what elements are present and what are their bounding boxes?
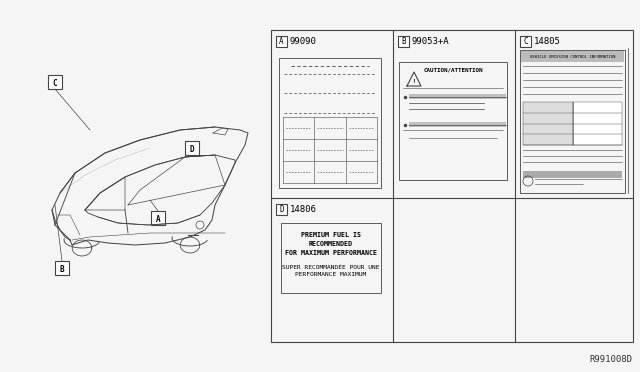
Bar [151, 211, 165, 225]
Text: A: A [156, 215, 160, 224]
Text: C: C [523, 37, 528, 46]
Bar [520, 36, 531, 47]
Bar [520, 50, 625, 193]
Bar [523, 102, 573, 145]
Text: 14806: 14806 [290, 205, 317, 214]
Bar [409, 122, 506, 127]
Bar [573, 102, 622, 145]
Text: 99053+A: 99053+A [412, 37, 450, 46]
Text: FOR MAXIMUM PERFORMANCE: FOR MAXIMUM PERFORMANCE [285, 250, 377, 256]
Bar [409, 94, 506, 99]
Text: CAUTION/ATTENTION: CAUTION/ATTENTION [424, 67, 483, 72]
Bar [279, 58, 381, 188]
Bar [281, 223, 381, 293]
Text: B: B [401, 37, 406, 46]
Text: 99090: 99090 [290, 37, 317, 46]
Bar [48, 75, 62, 89]
Bar [523, 171, 622, 178]
Bar [399, 62, 507, 180]
Text: 14805: 14805 [534, 37, 561, 46]
Text: D: D [279, 205, 284, 214]
Bar [55, 261, 69, 275]
Bar [271, 30, 633, 342]
Text: !: ! [413, 78, 415, 83]
Bar [521, 51, 624, 62]
Bar [398, 36, 409, 47]
Text: R991008D: R991008D [589, 355, 632, 364]
Text: SUPER RECOMMANDÉE POUR UNE: SUPER RECOMMANDÉE POUR UNE [282, 264, 380, 270]
Text: C: C [52, 78, 58, 87]
Bar [185, 141, 199, 155]
Text: PREMIUM FUEL IS: PREMIUM FUEL IS [301, 232, 361, 238]
Bar [276, 36, 287, 47]
Text: A: A [279, 37, 284, 46]
Bar [276, 204, 287, 215]
Text: RECOMMENDED: RECOMMENDED [309, 241, 353, 247]
Text: PERFORMANCE MAXIMUM: PERFORMANCE MAXIMUM [296, 273, 367, 278]
Text: D: D [189, 144, 195, 154]
Text: B: B [60, 264, 64, 273]
Text: VEHICLE EMISSION CONTROL INFORMATION: VEHICLE EMISSION CONTROL INFORMATION [530, 55, 615, 58]
